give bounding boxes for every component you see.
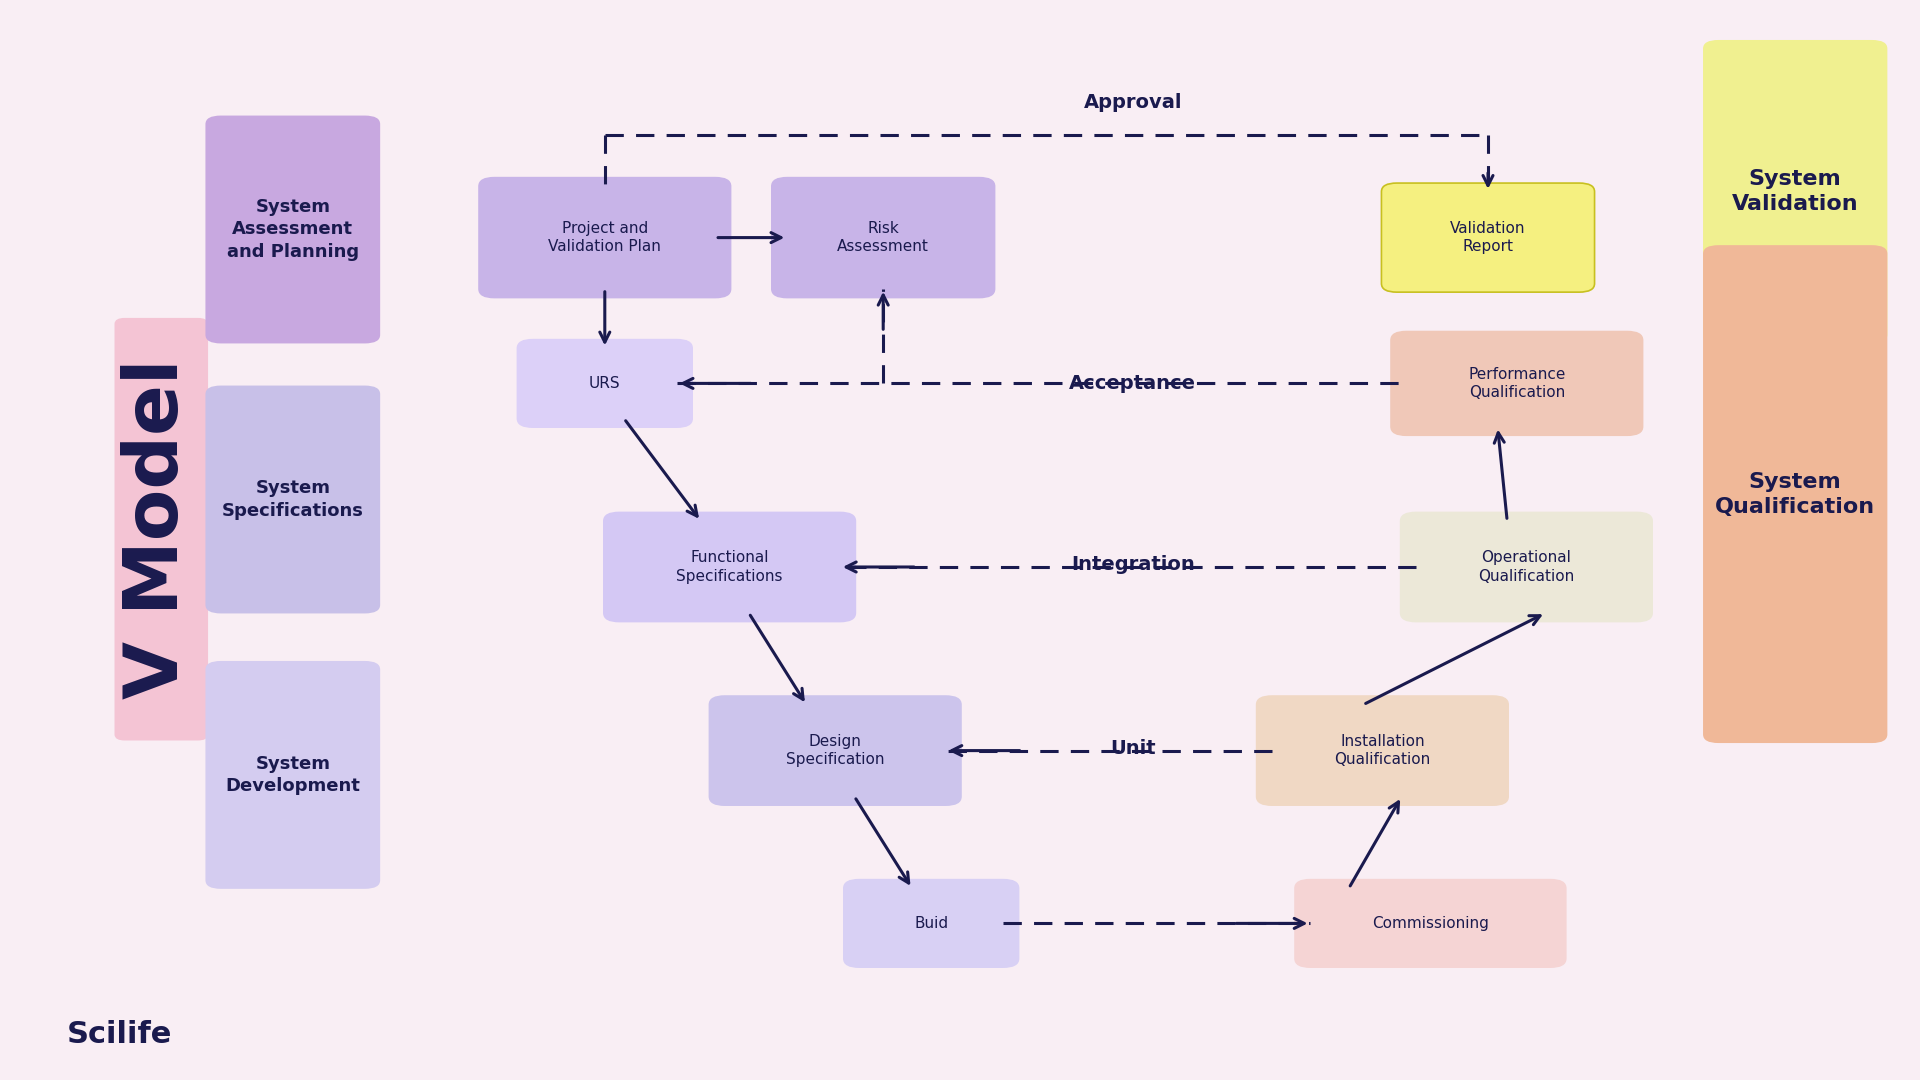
FancyBboxPatch shape <box>1294 879 1567 968</box>
FancyBboxPatch shape <box>1402 513 1651 622</box>
Text: System
Development: System Development <box>225 755 361 795</box>
Text: System
Qualification: System Qualification <box>1715 472 1876 516</box>
Text: Scilife: Scilife <box>67 1021 173 1049</box>
Text: System
Specifications: System Specifications <box>223 480 363 519</box>
Text: Unit: Unit <box>1110 739 1156 758</box>
Text: Buid: Buid <box>914 916 948 931</box>
Text: Performance
Qualification: Performance Qualification <box>1469 366 1565 401</box>
Text: System
Assessment
and Planning: System Assessment and Planning <box>227 199 359 260</box>
Text: V Model: V Model <box>121 359 194 700</box>
Text: Integration: Integration <box>1071 555 1194 575</box>
Text: Approval: Approval <box>1083 93 1183 112</box>
FancyBboxPatch shape <box>1256 696 1507 806</box>
FancyBboxPatch shape <box>480 177 730 297</box>
FancyBboxPatch shape <box>603 513 856 622</box>
Text: Design
Specification: Design Specification <box>785 733 885 768</box>
FancyBboxPatch shape <box>1382 183 1594 292</box>
Text: Risk
Assessment: Risk Assessment <box>837 220 929 255</box>
FancyBboxPatch shape <box>1703 40 1887 343</box>
FancyBboxPatch shape <box>1390 332 1644 435</box>
Text: Validation
Report: Validation Report <box>1450 220 1526 255</box>
Text: Project and
Validation Plan: Project and Validation Plan <box>549 220 660 255</box>
Text: Operational
Qualification: Operational Qualification <box>1478 550 1574 584</box>
FancyBboxPatch shape <box>1703 245 1887 743</box>
FancyBboxPatch shape <box>708 696 960 806</box>
FancyBboxPatch shape <box>518 339 693 427</box>
FancyBboxPatch shape <box>205 116 380 343</box>
FancyBboxPatch shape <box>205 386 380 613</box>
FancyBboxPatch shape <box>205 661 380 889</box>
Text: Functional
Specifications: Functional Specifications <box>676 550 783 584</box>
Text: Installation
Qualification: Installation Qualification <box>1334 733 1430 768</box>
FancyBboxPatch shape <box>845 879 1018 968</box>
FancyBboxPatch shape <box>772 177 995 297</box>
Text: System
Validation: System Validation <box>1732 170 1859 214</box>
Text: Commissioning: Commissioning <box>1373 916 1488 931</box>
FancyBboxPatch shape <box>115 319 207 740</box>
Text: URS: URS <box>589 376 620 391</box>
Text: Acceptance: Acceptance <box>1069 374 1196 393</box>
